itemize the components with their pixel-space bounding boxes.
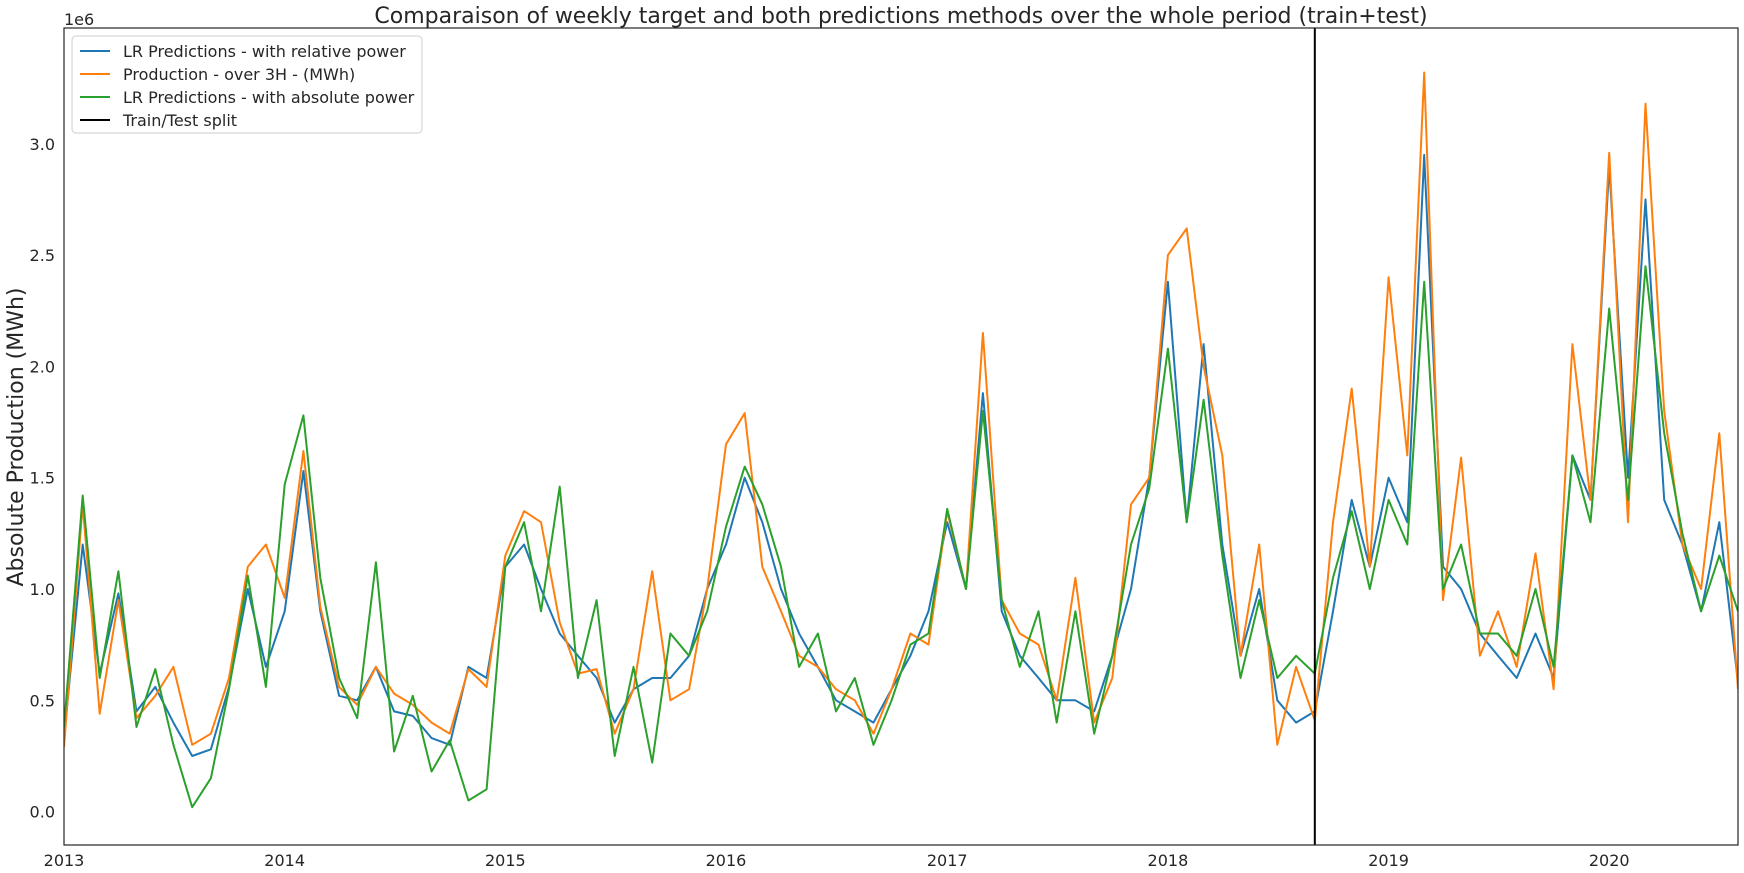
- y-tick-label: 0.0: [30, 803, 55, 822]
- legend-box: [71, 35, 423, 134]
- y-offset-label: 1e6: [64, 10, 94, 29]
- legend-label-relative-power: LR Predictions - with relative power: [123, 42, 406, 61]
- y-tick-label: 1.0: [30, 580, 55, 599]
- legend-label-absolute-power: LR Predictions - with absolute power: [123, 88, 415, 107]
- y-tick-label: 2.0: [30, 357, 55, 376]
- series-lines: [64, 71, 1738, 809]
- x-tick-label: 2015: [485, 851, 526, 870]
- x-tick-label: 2016: [706, 851, 747, 870]
- y-tick-labels: 0.0 0.5 1.0 1.5 2.0 2.5 3.0: [30, 135, 55, 822]
- y-tick-label: 3.0: [30, 135, 55, 154]
- x-tick-label: 2014: [264, 851, 305, 870]
- legend: LR Predictions - with relative power Pro…: [71, 35, 423, 134]
- series-line-1: [64, 71, 1738, 748]
- x-tick-label: 2019: [1368, 851, 1409, 870]
- legend-label-split: Train/Test split: [122, 111, 237, 130]
- x-tick-label: 2017: [927, 851, 968, 870]
- y-axis-label: Absolute Production (MWh): [4, 287, 29, 586]
- y-tick-label: 0.5: [30, 691, 55, 710]
- y-tick-label: 1.5: [30, 469, 55, 488]
- plot-frame: [63, 27, 1739, 846]
- x-tick-labels: 2013 2014 2015 2016 2017 2018 2019 2020: [44, 851, 1630, 870]
- chart-title: Comparaison of weekly target and both pr…: [374, 4, 1427, 29]
- series-line-2: [64, 265, 1738, 809]
- plot-area: [64, 28, 1738, 845]
- x-tick-label: 2020: [1589, 851, 1630, 870]
- legend-label-production: Production - over 3H - (MWh): [123, 65, 355, 84]
- x-tick-label: 2018: [1148, 851, 1189, 870]
- x-tick-label: 2013: [44, 851, 85, 870]
- y-tick-label: 2.5: [30, 246, 55, 265]
